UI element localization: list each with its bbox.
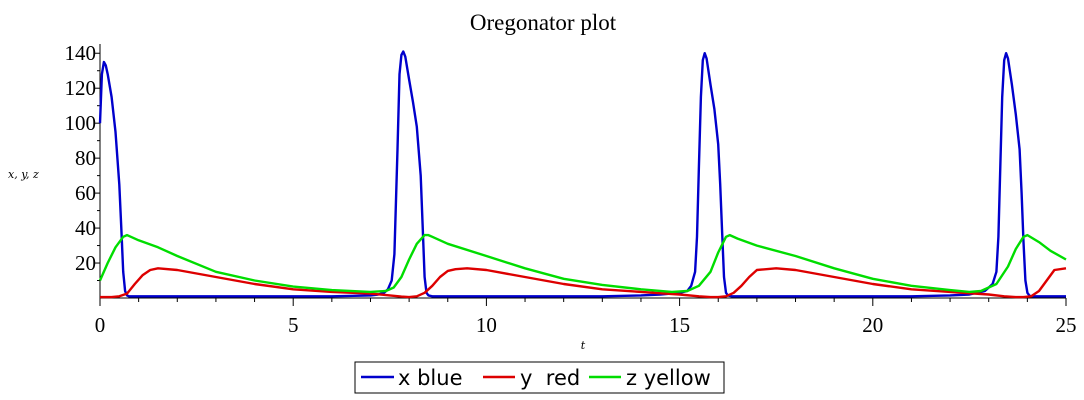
y-tick-label: 80 (75, 146, 96, 170)
x-tick-label: 0 (95, 313, 106, 337)
y-tick-label: 140 (65, 41, 97, 65)
series-line-y (100, 267, 1067, 299)
legend-label: y red (520, 366, 580, 390)
legend: x blue y red z yellow (354, 361, 725, 394)
x-axis-label: t (581, 339, 586, 352)
x-tick-label: 15 (669, 313, 690, 337)
series-group (98, 50, 1067, 299)
y-tick-label: 40 (75, 216, 96, 240)
legend-box (354, 361, 725, 394)
axes: 0 5 10 15 20 25 20 40 60 80 100 120 140 (65, 41, 1077, 337)
legend-label: x blue (398, 366, 463, 390)
x-tick-label: 5 (288, 313, 299, 337)
y-tick-label: 120 (65, 76, 97, 100)
y-tick-label: 100 (65, 111, 97, 135)
y-axis-label: x, y, z (8, 168, 39, 181)
x-tick-label: 25 (1056, 313, 1077, 337)
series-line-z (98, 233, 1067, 294)
y-tick-label: 60 (75, 181, 96, 205)
series-line-x (98, 50, 1066, 298)
legend-label: z yellow (626, 366, 711, 390)
y-tick-label: 20 (75, 251, 96, 275)
x-tick-label: 20 (862, 313, 883, 337)
chart-title: Oregonator plot (470, 10, 617, 35)
x-tick-label: 10 (476, 313, 497, 337)
